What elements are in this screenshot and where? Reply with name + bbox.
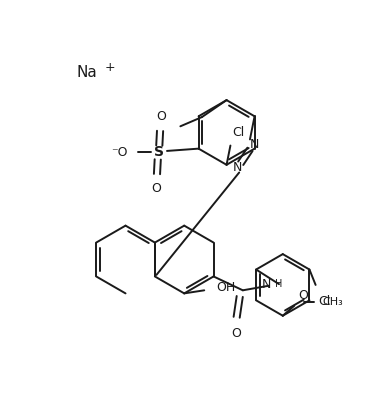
Text: CH₃: CH₃ [323, 297, 343, 307]
Text: Cl: Cl [232, 127, 244, 139]
Text: Cl: Cl [319, 295, 331, 308]
Text: H: H [275, 279, 283, 289]
Text: O: O [151, 182, 161, 195]
Text: O: O [298, 289, 308, 302]
Text: N: N [250, 138, 259, 151]
Text: N: N [262, 278, 271, 291]
Text: S: S [154, 146, 163, 160]
Text: +: + [105, 61, 116, 74]
Text: O: O [156, 110, 166, 123]
Text: OH: OH [217, 281, 236, 294]
Text: N: N [233, 161, 242, 174]
Text: ⁻O: ⁻O [111, 146, 128, 159]
Text: Na: Na [76, 65, 97, 80]
Text: O: O [232, 326, 242, 339]
